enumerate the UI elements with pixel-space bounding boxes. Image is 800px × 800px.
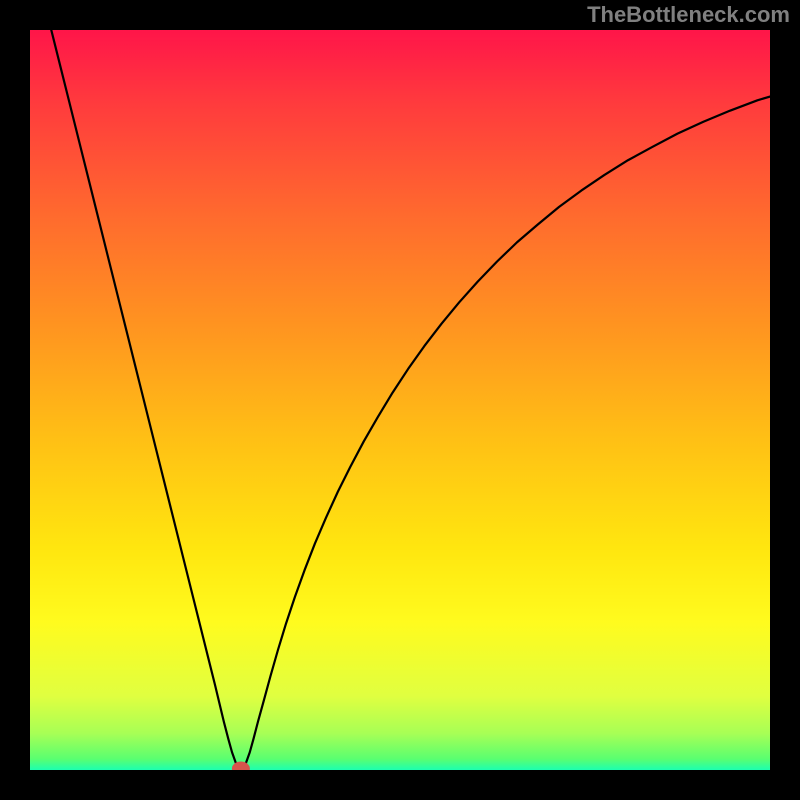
- chart-frame: TheBottleneck.com: [0, 0, 800, 800]
- gradient-background: [30, 30, 770, 770]
- plot-area: [30, 30, 770, 770]
- watermark-text: TheBottleneck.com: [587, 2, 790, 28]
